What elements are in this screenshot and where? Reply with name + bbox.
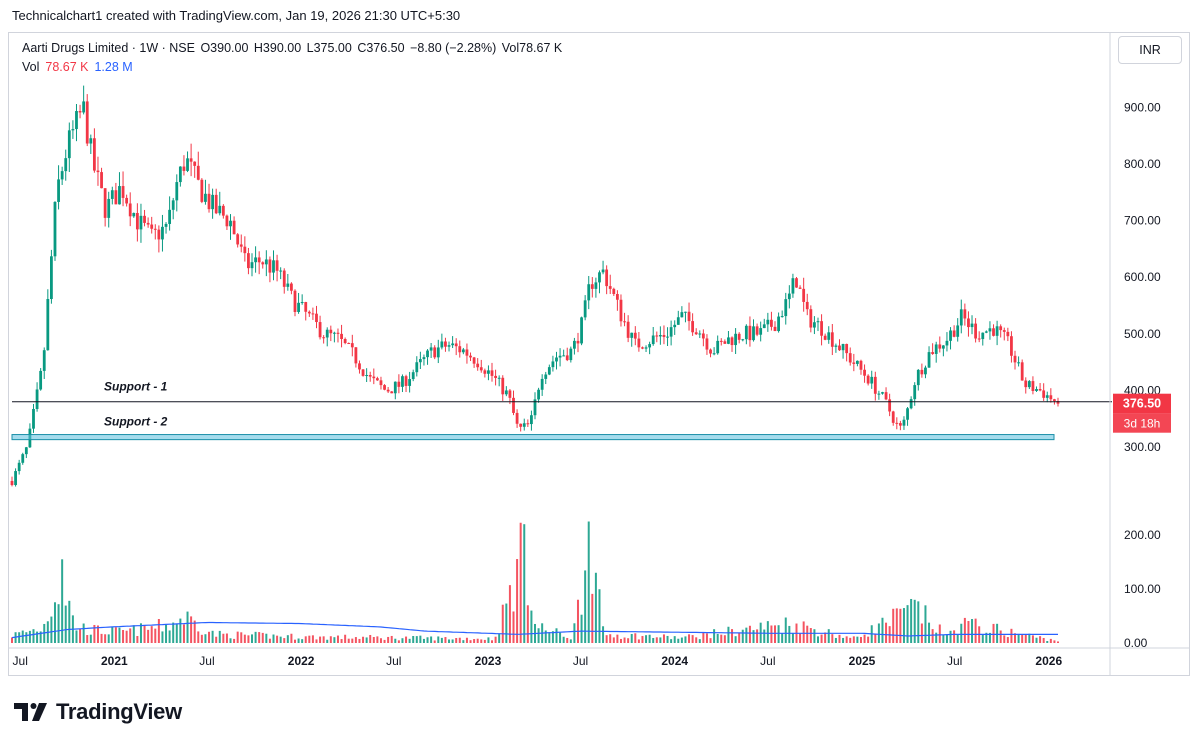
currency-button[interactable]: INR bbox=[1118, 36, 1182, 64]
chart-attribution: Technicalchart1 created with TradingView… bbox=[12, 8, 461, 23]
volume-value: Vol78.67 K bbox=[501, 41, 563, 55]
low-value: L375.00 bbox=[306, 41, 352, 55]
symbol-name[interactable]: Aarti Drugs Limited · 1W · NSE bbox=[22, 41, 195, 55]
volume-legend-value: 78.67 K bbox=[45, 60, 89, 74]
high-value: H390.00 bbox=[253, 41, 302, 55]
volume-ma-value: 1.28 M bbox=[94, 60, 133, 74]
symbol-legend: Aarti Drugs Limited · 1W · NSE O390.00 H… bbox=[22, 41, 564, 55]
tradingview-logo-icon bbox=[14, 703, 47, 721]
tradingview-logo-text: TradingView bbox=[56, 699, 182, 724]
volume-legend-label[interactable]: Vol bbox=[22, 60, 40, 74]
tradingview-logo[interactable]: TradingView bbox=[14, 697, 182, 727]
change-value: −8.80 (−2.28%) bbox=[410, 41, 497, 55]
volume-legend: Vol 78.67 K 1.28 M bbox=[22, 60, 133, 74]
chart-frame bbox=[8, 32, 1190, 676]
open-value: O390.00 bbox=[200, 41, 249, 55]
close-value: C376.50 bbox=[357, 41, 405, 55]
